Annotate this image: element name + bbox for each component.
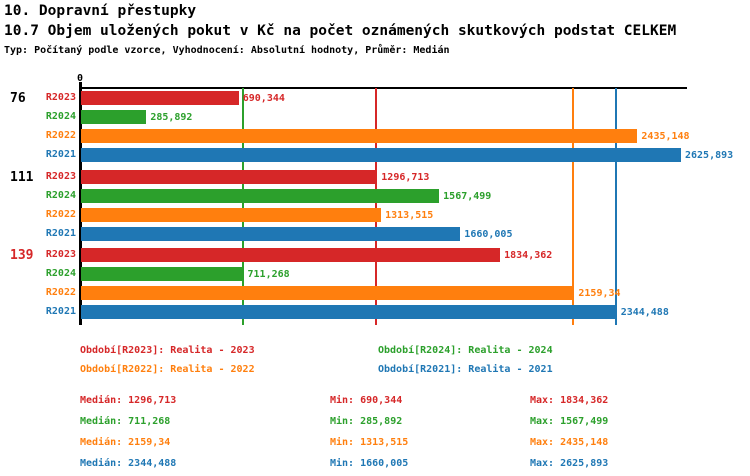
group-label: 111 <box>10 169 34 185</box>
bar-R2022 <box>81 129 638 143</box>
series-row-label: R2021 <box>45 306 76 317</box>
group-label: 76 <box>10 91 26 106</box>
bar-value-label: 1660,005 <box>464 228 513 240</box>
x-axis-origin-label: 0 <box>76 73 84 84</box>
series-row-label: R2023 <box>45 170 76 182</box>
bar-value-label: 2159,34 <box>578 288 621 299</box>
series-row-label: R2022 <box>45 208 76 220</box>
stat-max-R2024: Max: 1567,499 <box>530 416 609 427</box>
bar-R2021 <box>81 226 461 241</box>
legend-item-R2022: Období[R2022]: Realita - 2022 <box>80 364 255 375</box>
bar-R2024 <box>81 188 440 203</box>
median-gridline-R2024 <box>241 88 244 325</box>
bar-value-label: 2625,893 <box>685 150 734 161</box>
series-row-label: R2024 <box>45 111 76 122</box>
stat-max-R2022: Max: 2435,148 <box>530 437 609 448</box>
bar-value-label: 2435,148 <box>641 131 690 142</box>
series-row-label: R2023 <box>45 92 76 103</box>
bar-value-label: 1567,499 <box>443 190 492 202</box>
stat-min-R2021: Min: 1660,005 <box>330 458 409 469</box>
y-axis-line <box>79 82 82 325</box>
bar-R2023 <box>81 169 378 184</box>
report-meta-line: Typ: Počítaný podle vzorce, Vyhodnocení:… <box>4 45 450 56</box>
median-gridline-R2021 <box>614 88 617 325</box>
group-label: 139 <box>10 248 34 263</box>
legend-item-R2024: Období[R2024]: Realita - 2024 <box>378 345 553 356</box>
series-row-label: R2022 <box>45 130 76 141</box>
bar-value-label: 2344,488 <box>620 307 669 318</box>
bar-chart: 0 76 R2023 690,344 R2024 285,892 R2022 2435,14… <box>10 73 734 325</box>
series-row-label: R2024 <box>45 268 76 279</box>
stat-median-R2024: Medián: 711,268 <box>80 416 171 427</box>
median-gridline-R2023 <box>375 88 378 325</box>
stat-median-R2023: Medián: 1296,713 <box>80 395 177 406</box>
stat-min-R2023: Min: 690,344 <box>330 395 403 406</box>
bar-value-label: 1313,515 <box>385 209 434 221</box>
stat-max-R2023: Max: 1834,362 <box>530 395 609 406</box>
stat-min-R2022: Min: 1313,515 <box>330 437 409 448</box>
legend-item-R2021: Období[R2021]: Realita - 2021 <box>378 364 553 375</box>
bar-R2023 <box>81 248 501 262</box>
bar-R2021 <box>81 148 681 162</box>
bar-R2022 <box>81 286 575 300</box>
bar-R2024 <box>81 110 147 124</box>
series-row-label: R2024 <box>45 189 76 201</box>
bar-value-label: 1296,713 <box>381 171 430 183</box>
legend-item-R2023: Období[R2023]: Realita - 2023 <box>80 345 255 356</box>
x-axis-line <box>80 87 687 89</box>
bar-value-label: 285,892 <box>150 112 193 123</box>
bar-value-label: 711,268 <box>247 269 290 280</box>
bar-value-label: 690,344 <box>242 93 285 104</box>
series-row-label: R2022 <box>45 287 76 298</box>
bar-R2024 <box>81 267 244 281</box>
bar-value-label: 1834,362 <box>504 250 553 261</box>
stat-median-R2022: Medián: 2159,34 <box>80 437 171 448</box>
stat-max-R2021: Max: 2625,893 <box>530 458 609 469</box>
page-subtitle: 10.7 Objem uložených pokut v Kč na počet… <box>4 23 677 39</box>
bar-R2021 <box>81 305 617 319</box>
stat-median-R2021: Medián: 2344,488 <box>80 458 177 469</box>
median-gridline-R2022 <box>572 88 575 325</box>
bar-R2023 <box>81 91 239 105</box>
series-row-label: R2021 <box>45 149 76 160</box>
series-row-label: R2021 <box>45 227 76 239</box>
series-row-label: R2023 <box>45 249 76 260</box>
stat-min-R2024: Min: 285,892 <box>330 416 403 427</box>
page-title: 10. Dopravní přestupky <box>4 3 197 19</box>
bar-R2022 <box>81 207 382 222</box>
